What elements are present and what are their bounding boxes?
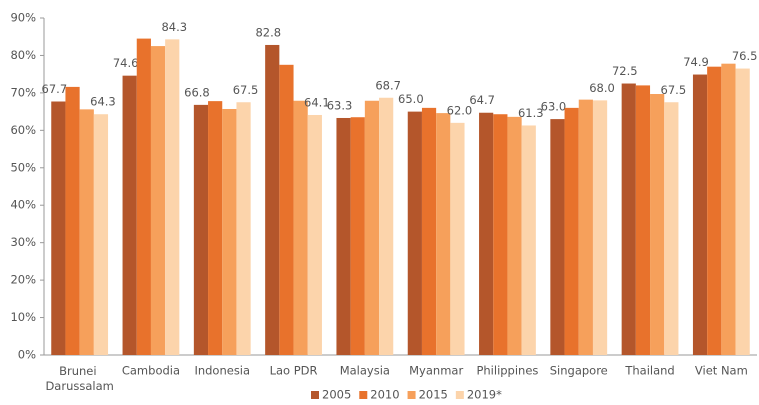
y-tick-label: 90%	[10, 11, 36, 25]
legend-swatch	[455, 391, 464, 399]
bar	[592, 100, 608, 355]
legend-label: 2005	[322, 388, 351, 402]
bar	[122, 75, 137, 356]
data-label: 68.7	[375, 78, 401, 92]
data-label: 63.0	[541, 100, 567, 114]
bar	[493, 114, 508, 355]
data-label: 62.0	[447, 103, 473, 117]
data-label: 76.5	[732, 49, 758, 63]
bar	[350, 117, 365, 355]
data-label: 67.5	[233, 83, 259, 97]
data-label: 74.9	[683, 55, 709, 69]
x-tick-label: Brunei Darussalam	[45, 364, 113, 393]
x-tick-label: Thailand	[624, 364, 674, 378]
legend-swatch	[359, 391, 368, 399]
bar	[578, 99, 593, 355]
bar	[136, 38, 151, 355]
legend-swatch	[407, 391, 416, 399]
data-label: 64.1	[304, 95, 330, 109]
y-tick-label: 60%	[10, 123, 36, 137]
bar	[364, 100, 380, 355]
data-label: 82.8	[255, 25, 281, 39]
bar	[664, 102, 679, 355]
bar	[222, 108, 237, 356]
bar	[650, 94, 665, 356]
bar	[307, 114, 322, 355]
bar	[550, 119, 565, 355]
bar	[279, 64, 294, 356]
bar	[721, 63, 736, 355]
bar	[193, 104, 209, 355]
bar	[521, 125, 536, 356]
data-label: 68.0	[589, 81, 615, 95]
bar	[65, 86, 80, 356]
y-tick-label: 80%	[10, 48, 36, 62]
bar	[379, 97, 394, 356]
bar	[208, 101, 223, 355]
bar	[621, 83, 636, 356]
legend-label: 2019*	[467, 388, 502, 402]
x-tick-label: Viet Nam	[695, 364, 748, 378]
data-label: 67.7	[42, 82, 68, 96]
bar	[421, 107, 437, 355]
data-label: 84.3	[161, 20, 187, 34]
x-tick-label: Lao PDR	[270, 364, 318, 378]
data-label: 64.3	[90, 95, 116, 109]
data-label: 72.5	[612, 64, 638, 78]
y-tick-label: 70%	[10, 85, 36, 99]
x-tick-label: Malaysia	[340, 364, 390, 378]
bar	[436, 113, 451, 355]
bar	[692, 74, 708, 356]
y-tick-label: 30%	[10, 235, 36, 249]
x-tick-label: Philippines	[476, 364, 538, 378]
data-label: 64.7	[469, 93, 495, 107]
y-tick-label: 40%	[10, 198, 36, 212]
bar	[635, 85, 651, 356]
bar	[507, 116, 522, 355]
y-tick-label: 10%	[10, 310, 36, 324]
legend-swatch	[311, 391, 319, 399]
x-tick-label: Indonesia	[194, 364, 250, 378]
bar	[479, 112, 494, 356]
data-label: 63.3	[327, 98, 353, 112]
bar	[407, 111, 422, 355]
x-tick-label: Myanmar	[409, 364, 463, 378]
x-tick-label: Singapore	[550, 364, 608, 378]
data-label: 74.6	[113, 56, 139, 70]
bar	[51, 101, 66, 355]
bar	[150, 46, 166, 355]
y-tick-label: 20%	[10, 273, 36, 287]
bar	[336, 117, 351, 355]
bar	[707, 66, 722, 355]
data-label: 67.5	[661, 83, 687, 97]
bar	[79, 109, 94, 355]
data-label: 66.8	[184, 85, 210, 99]
bar	[564, 107, 579, 355]
legend-label: 2015	[419, 388, 448, 402]
bar	[450, 122, 465, 355]
bar	[93, 114, 109, 355]
bar	[265, 44, 280, 356]
bar	[165, 39, 180, 356]
y-tick-label: 50%	[10, 160, 36, 174]
bar	[293, 100, 308, 355]
y-tick-label: 0%	[18, 348, 36, 362]
bar	[236, 102, 251, 355]
legend-label: 2010	[370, 388, 399, 402]
data-label: 65.0	[398, 92, 424, 106]
x-tick-label: Cambodia	[122, 364, 180, 378]
bar	[735, 68, 750, 356]
data-label: 61.3	[518, 106, 544, 120]
